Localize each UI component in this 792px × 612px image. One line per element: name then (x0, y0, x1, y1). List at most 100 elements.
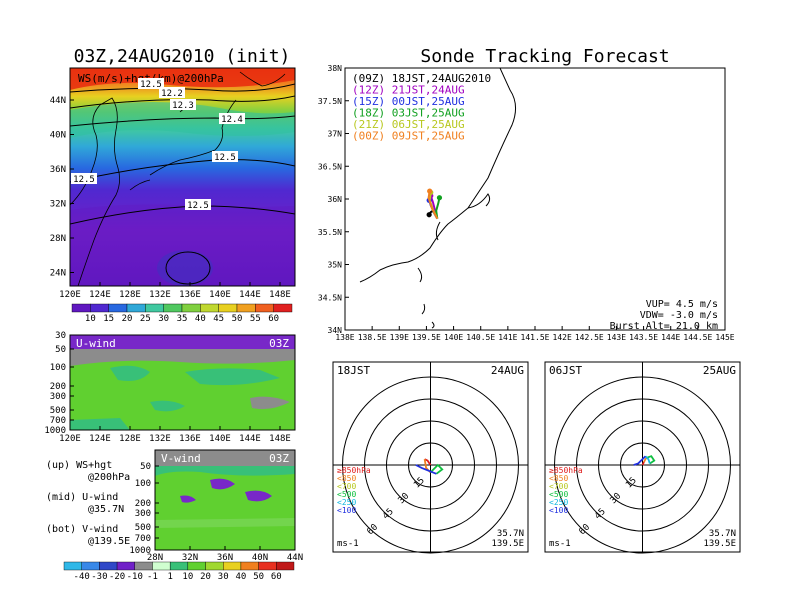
note-up-line1: (up) WS+hgt (46, 460, 112, 471)
v-x-tick-label: 40N (252, 553, 268, 563)
u-y-tick-label: 30 (55, 331, 66, 341)
u-y-tick-label: 700 (50, 416, 66, 426)
contour-label-bg (219, 113, 245, 124)
track-y-tick-label: 38N (328, 64, 343, 73)
ws-colorbar-cell (90, 303, 109, 313)
hodograph-date-right: 24AUG (491, 364, 524, 377)
ws-colorbar-tick: 15 (103, 314, 114, 324)
ws-colorbar-tick: 20 (122, 314, 133, 324)
ws-colorbar-tick: 55 (250, 314, 261, 324)
map-y-tick-label: 24N (50, 269, 66, 279)
wind-colorbar-tick: 20 (200, 572, 211, 582)
track-x-tick-label: 138.5E (358, 333, 387, 342)
u-x-tick-label: 148E (269, 434, 291, 444)
wind-colorbar-tick: 60 (271, 572, 282, 582)
map-x-tick-label: 132E (149, 290, 171, 300)
ws-colorbar-cell (71, 303, 91, 313)
track-y-tick-label: 35N (328, 261, 343, 270)
hodograph-date-right: 25AUG (703, 364, 736, 377)
track-y-tick-label: 36.5N (318, 162, 342, 171)
u-x-tick-label: 144E (239, 434, 261, 444)
track-x-tick-label: 141.5E (521, 333, 550, 342)
wind-colorbar-cell (152, 561, 171, 571)
track-legend-entry: (00Z) 09JST,25AUG (352, 130, 465, 143)
note-mid-line1: (mid) U-wind (46, 492, 118, 503)
note-bot-line2: @139.5E (88, 536, 130, 547)
ws-colorbar-tick: 35 (177, 314, 188, 324)
track-legend-entry: (09Z) 18JST,24AUG2010 (352, 72, 491, 85)
hodograph-pressure-legend: <100 (337, 506, 356, 515)
track-x-tick-label: 141E (498, 333, 517, 342)
u-y-tick-label: 50 (55, 345, 66, 355)
u-x-tick-label: 128E (119, 434, 141, 444)
v-wind-field (155, 450, 295, 550)
v-y-tick-label: 200 (135, 499, 151, 509)
ws-colorbar-cell (236, 303, 256, 313)
hodograph-pressure-legend: <100 (549, 506, 568, 515)
track-legend: (09Z) 18JST,24AUG2010(12Z) 21JST,24AUG(1… (352, 72, 491, 143)
hodograph-trace (646, 455, 656, 465)
u-y-tick-label: 1000 (44, 426, 66, 436)
wind-colorbar-tick: -40 (74, 572, 90, 582)
track-x-tick-label: 144.5E (683, 333, 712, 342)
ws-colorbar-tick: 45 (213, 314, 224, 324)
map-y-tick-label: 32N (50, 200, 66, 210)
vdw-text: VDW= -3.0 m/s (640, 310, 718, 321)
track-line (427, 190, 439, 220)
contour-label: 12.3 (172, 101, 194, 111)
track-legend-entry: (15Z) 00JST,25AUG (352, 95, 465, 108)
map-x-tick-label: 128E (119, 290, 141, 300)
track-legend-entry: (18Z) 03JST,25AUG (352, 107, 465, 120)
u-y-tick-label: 300 (50, 392, 66, 402)
wind-colorbar-cell (258, 561, 277, 571)
u-wind-time: 03Z (269, 337, 289, 350)
hodograph-pressure-legend: <700 (337, 482, 356, 491)
hodograph-pressure-legend: <700 (549, 482, 568, 491)
note-bot-line1: (bot) V-wind (46, 524, 118, 535)
ws-colorbar-tick: 50 (232, 314, 243, 324)
track-x-tick-label: 142E (553, 333, 572, 342)
contour-label: 12.4 (221, 115, 243, 125)
track-x-tick-label: 139.5E (412, 333, 441, 342)
track-y-tick-label: 35.5N (318, 228, 342, 237)
map-y-tick-label: 44N (50, 96, 66, 106)
map-x-tick-label: 148E (269, 290, 291, 300)
hodograph-trace (641, 461, 645, 466)
contour-label-bg (170, 99, 196, 110)
track-x-tick-label: 144E (661, 333, 680, 342)
contour-label: 12.5 (140, 80, 162, 90)
u-x-tick-label: 132E (149, 434, 171, 444)
hodograph-pressure-legend: <250 (337, 498, 356, 507)
tracking-title: Sonde Tracking Forecast (420, 46, 669, 67)
hodograph-lon: 139.5E (491, 539, 524, 549)
u-x-tick-label: 124E (89, 434, 111, 444)
wind-colorbar-tick: -30 (91, 572, 107, 582)
track-point (427, 188, 433, 194)
ws-colorbar-cell (200, 303, 219, 313)
wind-colorbar-cell (205, 561, 224, 571)
wind-colorbar-cell (223, 561, 242, 571)
wind-colorbar-cell (276, 561, 295, 571)
v-y-tick-label: 100 (135, 479, 151, 489)
v-y-tick-label: 50 (140, 462, 151, 472)
u-wind-field (70, 335, 295, 430)
wind-colorbar-cell (240, 561, 259, 571)
ws-colorbar-cell (163, 303, 183, 313)
vup-text: VUP= 4.5 m/s (646, 299, 718, 310)
wind-colorbar-tick: -20 (109, 572, 125, 582)
hodograph-pressure-legend: <250 (549, 498, 568, 507)
map-x-tick-label: 120E (59, 290, 81, 300)
ws-colorbar-tick: 10 (85, 314, 96, 324)
u-y-tick-label: 100 (50, 363, 66, 373)
map-x-tick-label: 144E (239, 290, 261, 300)
ws-colorbar-cell (255, 303, 274, 313)
wind-colorbar-tick: 1 (167, 572, 172, 582)
wind-colorbar-cell (99, 561, 118, 571)
burst-text: Burst Alt= 21.0 km (610, 321, 718, 332)
track-x-tick-label: 139E (390, 333, 409, 342)
map-axes: 120E 124E 128E 132E 136E 140E 144E 148E 44N 40N 36… (50, 96, 291, 300)
